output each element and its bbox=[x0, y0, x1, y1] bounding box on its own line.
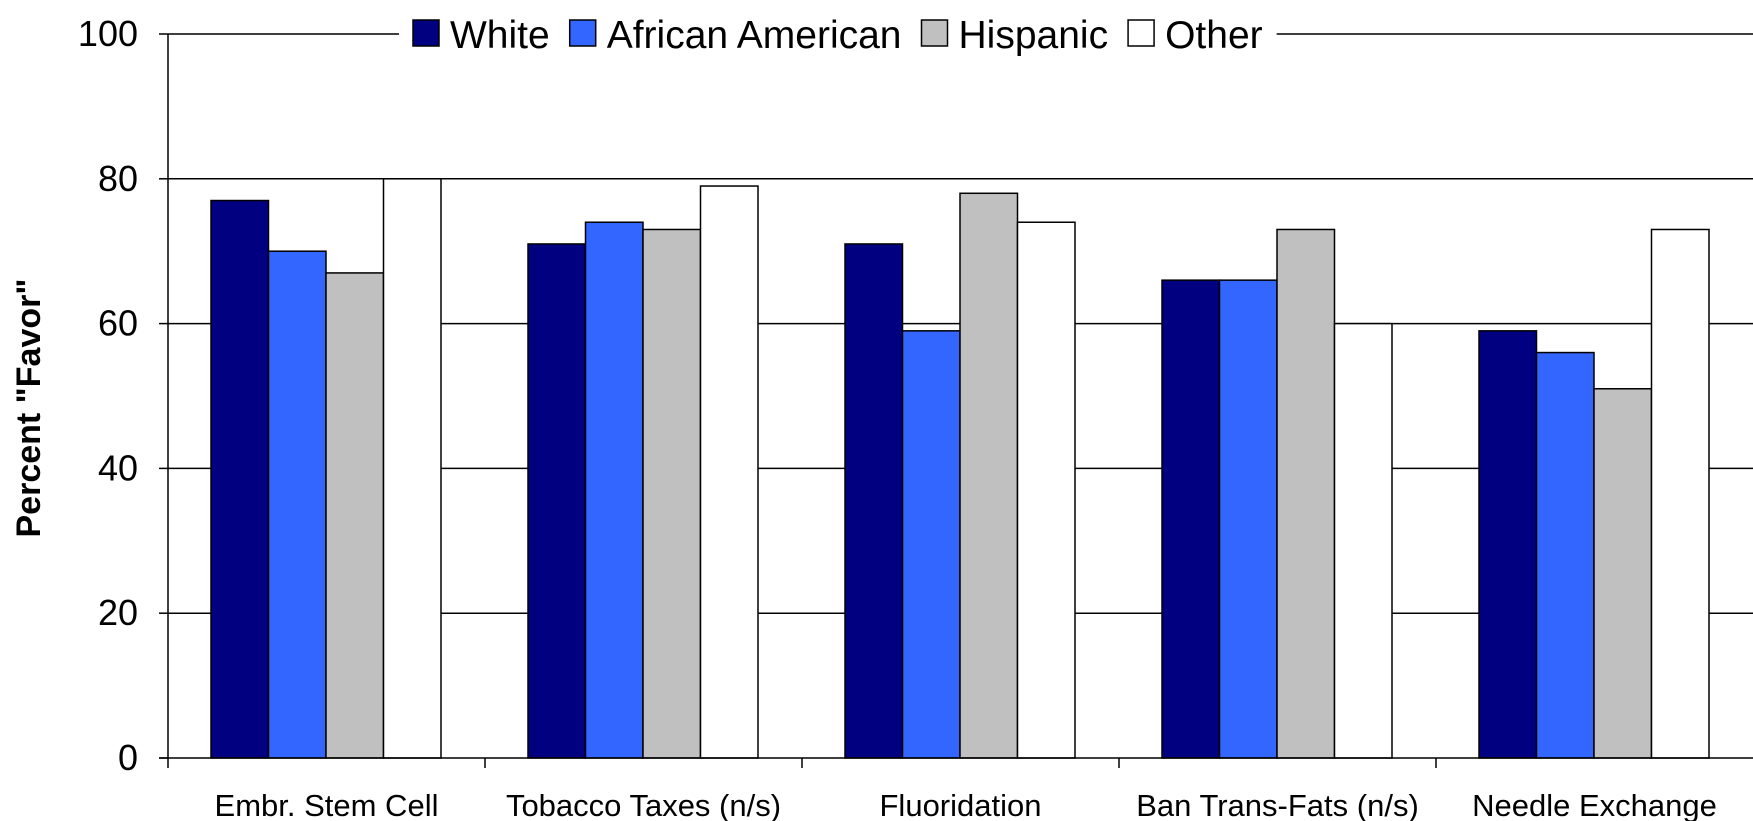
bar-white-2 bbox=[844, 243, 904, 759]
bar-white-1 bbox=[527, 243, 587, 759]
bar-african-american-2 bbox=[901, 330, 961, 759]
y-tick-labels: 0 20 40 60 80 100 bbox=[78, 13, 138, 778]
category-label: Tobacco Taxes (n/s) bbox=[506, 788, 781, 821]
bar-hispanic-0 bbox=[325, 272, 385, 759]
legend-label: African American bbox=[607, 14, 902, 57]
bar-african-american-4 bbox=[1535, 351, 1595, 759]
bar-hispanic-3 bbox=[1276, 228, 1336, 759]
y-tick-label: 20 bbox=[98, 592, 138, 633]
bar-hispanic-2 bbox=[959, 192, 1019, 759]
legend: White African American Hispanic Other bbox=[412, 14, 1263, 57]
legend-swatch-hispanic bbox=[920, 19, 949, 47]
bar-other-3 bbox=[1333, 322, 1393, 759]
bars bbox=[210, 178, 1710, 759]
bar-african-american-3 bbox=[1218, 279, 1278, 759]
legend-label: Hispanic bbox=[959, 14, 1109, 57]
legend-swatch-african-american bbox=[568, 19, 597, 47]
bar-african-american-1 bbox=[584, 221, 644, 759]
bar-other-1 bbox=[699, 185, 759, 759]
y-axis-title: Percent "Favor" bbox=[10, 278, 48, 537]
bar-other-0 bbox=[382, 178, 442, 759]
legend-swatch-white bbox=[412, 19, 440, 47]
bar-african-american-0 bbox=[267, 250, 327, 759]
bar-hispanic-4 bbox=[1593, 388, 1653, 759]
y-tick-label: 80 bbox=[98, 158, 138, 199]
category-label: Ban Trans-Fats (n/s) bbox=[1136, 788, 1419, 821]
y-tick-label: 0 bbox=[118, 737, 138, 778]
bar-other-2 bbox=[1016, 221, 1076, 759]
axes bbox=[159, 33, 1753, 768]
category-labels: Embr. Stem Cell Tobacco Taxes (n/s) Fluori… bbox=[215, 788, 1717, 821]
bar-white-4 bbox=[1478, 330, 1538, 759]
y-tick-label: 40 bbox=[98, 447, 138, 488]
category-label: Needle Exchange bbox=[1472, 788, 1717, 821]
bar-white-0 bbox=[210, 199, 270, 759]
category-label: Fluoridation bbox=[880, 788, 1042, 821]
bar-white-3 bbox=[1161, 279, 1221, 759]
legend-swatch-other bbox=[1127, 19, 1155, 47]
bar-hispanic-1 bbox=[642, 228, 702, 759]
y-tick-label: 100 bbox=[78, 13, 138, 54]
bar-other-4 bbox=[1650, 228, 1710, 759]
y-tick-label: 60 bbox=[98, 303, 138, 344]
legend-label: Other bbox=[1165, 14, 1263, 57]
legend-label: White bbox=[450, 14, 550, 57]
category-label: Embr. Stem Cell bbox=[215, 788, 439, 821]
